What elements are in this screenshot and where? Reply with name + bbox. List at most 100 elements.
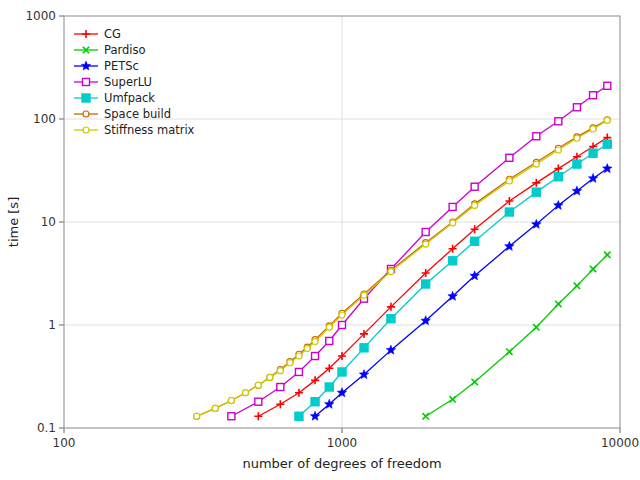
series-line [426,255,608,416]
marker-circle [388,269,394,275]
tick-mark [342,428,343,433]
marker-square [590,92,597,99]
marker-square [589,149,597,157]
series-line [299,144,607,416]
marker-circle [243,390,249,396]
legend-marker [83,47,89,53]
marker-circle [533,161,539,167]
marker-circle [267,374,273,380]
marker-plus [422,269,430,277]
series-line [258,138,607,417]
marker-square [295,412,303,420]
legend-marker [83,111,89,117]
legend-label: Umfpack [104,91,155,105]
marker-circle [361,292,367,298]
marker-star [554,200,564,209]
marker-square [573,160,581,168]
legend-label: Stiffness matrix [104,123,195,137]
marker-plus [532,179,540,187]
marker-square [339,322,346,329]
tick-mark [59,16,64,17]
marker-plus [471,225,479,233]
tick-mark [59,119,64,120]
chart: 1001000100000.11101001000number of degre… [0,0,640,480]
series [422,252,610,420]
marker-plus [276,400,284,408]
legend-marker [83,79,90,86]
series-line [231,86,607,416]
marker-circle [590,126,596,132]
marker-circle [255,382,261,388]
tick-mark [59,222,64,223]
marker-plus [387,303,395,311]
marker-circle [228,397,234,403]
marker-circle [194,413,200,419]
plot-frame [64,16,620,428]
marker-square [533,133,540,140]
marker-circle [339,312,345,318]
tick-label: 1000 [25,9,56,23]
marker-square [311,398,319,406]
marker-cross [471,379,477,385]
legend: CGPardisoPETScSuperLUUmfpackSpace buildS… [74,27,195,137]
tick-label: 0.1 [37,421,56,435]
marker-square [325,383,333,391]
marker-plus [311,376,319,384]
marker-circle [228,397,234,403]
marker-star [325,399,335,408]
marker-square [573,104,580,111]
marker-square [449,257,457,265]
legend-marker [81,61,91,70]
marker-square [422,280,430,288]
marker-square [449,203,456,210]
marker-circle [304,346,310,352]
marker-star [603,164,613,173]
marker-circle [604,117,610,123]
series-group [194,82,612,420]
marker-circle [326,324,332,330]
marker-star [448,291,458,300]
marker-square [255,398,262,405]
marker-circle [555,147,561,153]
marker-circle [506,178,512,184]
x-axis-label: number of degrees of freedom [242,456,441,471]
marker-star [505,241,515,250]
series [194,117,611,419]
marker-cross [555,301,561,307]
tick-label: 10 [41,215,56,229]
marker-square [277,384,284,391]
marker-cross [574,283,580,289]
series [228,82,611,419]
marker-circle [296,353,302,359]
series [194,117,611,419]
marker-circle [450,220,456,226]
grid [64,16,620,428]
marker-star [421,316,431,325]
marker-plus [554,165,562,173]
marker-circle [255,382,261,388]
marker-star [532,219,542,228]
marker-square [326,337,333,344]
tick-label: 1000 [327,436,358,450]
marker-circle [574,135,580,141]
legend-label: CG [104,27,121,41]
marker-square [603,140,611,148]
marker-star [337,388,347,397]
series [295,140,611,420]
marker-star [588,173,598,182]
marker-circle [312,339,318,345]
legend-marker [83,127,89,133]
marker-star [359,370,369,379]
marker-circle [287,360,293,366]
marker-circle [243,390,249,396]
marker-circle [450,219,456,225]
marker-square [312,353,319,360]
marker-plus [360,330,368,338]
marker-plus [295,389,303,397]
marker-square [555,118,562,125]
marker-cross [604,252,610,258]
tick-label: 100 [33,112,56,126]
series [254,134,611,421]
legend-label: SuperLU [104,75,152,89]
marker-circle [472,202,478,208]
